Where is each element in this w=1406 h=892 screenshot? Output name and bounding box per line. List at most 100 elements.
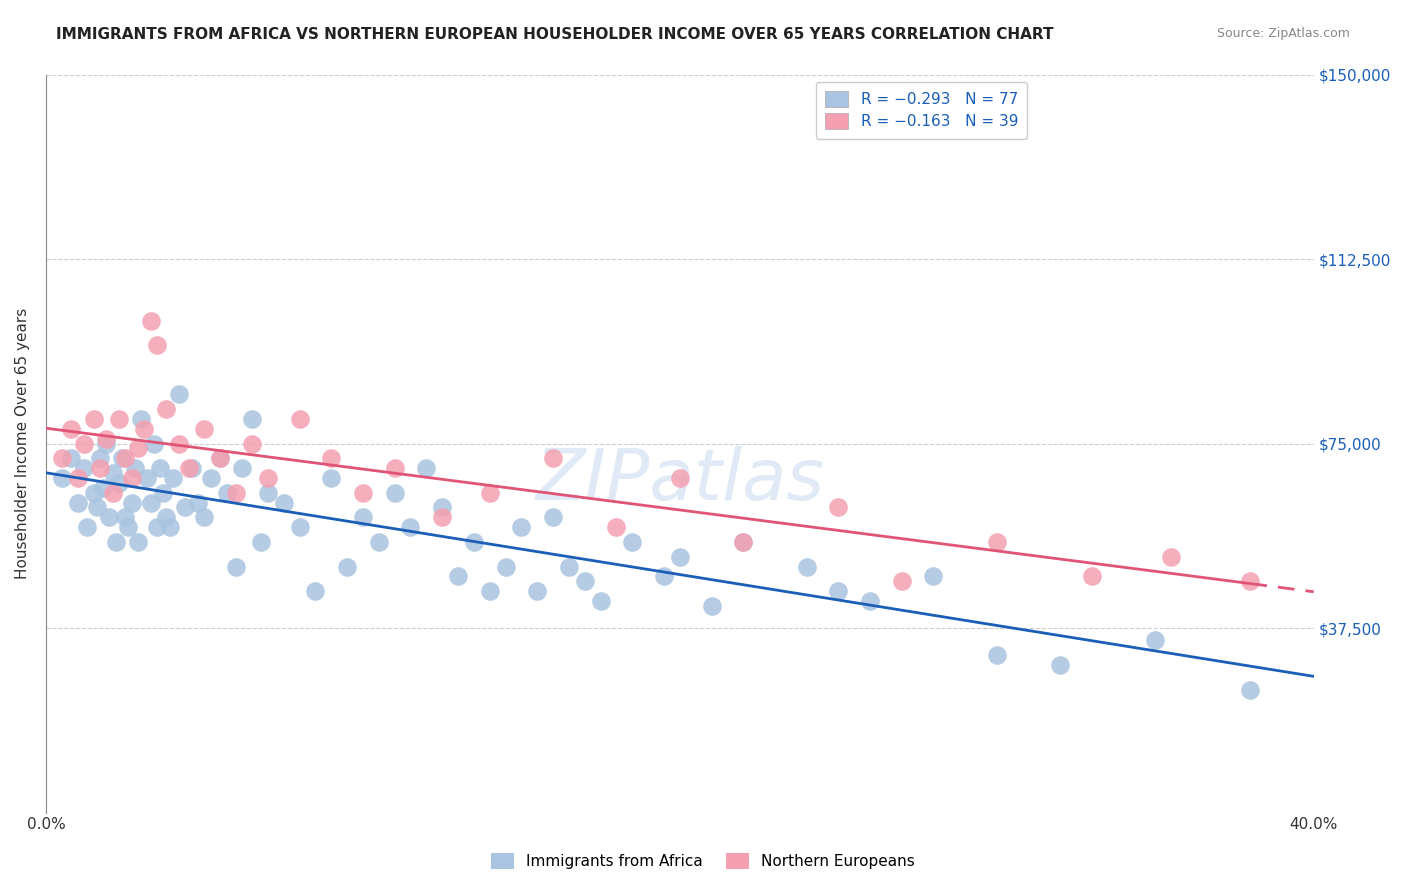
Point	[51, 471, 73, 485]
Point	[209, 451, 232, 466]
Point	[447, 569, 470, 583]
Point	[321, 451, 343, 466]
Point	[240, 436, 263, 450]
Point	[174, 500, 197, 515]
Point	[149, 461, 172, 475]
Point	[1160, 549, 1182, 564]
Point	[288, 520, 311, 534]
Point	[304, 584, 326, 599]
Point	[159, 520, 181, 534]
Point	[129, 412, 152, 426]
Point	[60, 422, 83, 436]
Point	[117, 520, 139, 534]
Point	[384, 461, 406, 475]
Point	[384, 485, 406, 500]
Point	[399, 520, 422, 534]
Point	[415, 461, 437, 475]
Point	[215, 485, 238, 500]
Point	[146, 520, 169, 534]
Point	[495, 559, 517, 574]
Point	[121, 471, 143, 485]
Point	[1049, 657, 1071, 672]
Point	[134, 422, 156, 436]
Point	[621, 535, 644, 549]
Point	[162, 471, 184, 485]
Point	[66, 471, 89, 485]
Point	[827, 584, 849, 599]
Point	[733, 535, 755, 549]
Point	[288, 412, 311, 426]
Point	[209, 451, 232, 466]
Point	[605, 520, 627, 534]
Point	[60, 451, 83, 466]
Point	[250, 535, 273, 549]
Point	[139, 495, 162, 509]
Point	[541, 510, 564, 524]
Point	[669, 549, 692, 564]
Point	[430, 510, 453, 524]
Point	[142, 436, 165, 450]
Point	[225, 559, 247, 574]
Point	[108, 475, 131, 490]
Point	[136, 471, 159, 485]
Point	[76, 520, 98, 534]
Point	[139, 313, 162, 327]
Legend: R = −0.293   N = 77, R = −0.163   N = 39: R = −0.293 N = 77, R = −0.163 N = 39	[817, 82, 1028, 138]
Point	[574, 574, 596, 589]
Point	[336, 559, 359, 574]
Point	[111, 451, 134, 466]
Point	[890, 574, 912, 589]
Point	[73, 436, 96, 450]
Point	[96, 432, 118, 446]
Point	[180, 461, 202, 475]
Point	[193, 422, 215, 436]
Point	[108, 412, 131, 426]
Point	[231, 461, 253, 475]
Point	[352, 510, 374, 524]
Point	[430, 500, 453, 515]
Point	[89, 451, 111, 466]
Point	[155, 402, 177, 417]
Point	[187, 495, 209, 509]
Point	[541, 451, 564, 466]
Point	[256, 471, 278, 485]
Point	[1239, 574, 1261, 589]
Point	[352, 485, 374, 500]
Point	[796, 559, 818, 574]
Point	[73, 461, 96, 475]
Point	[91, 481, 114, 495]
Point	[463, 535, 485, 549]
Point	[86, 500, 108, 515]
Point	[1239, 682, 1261, 697]
Point	[155, 510, 177, 524]
Point	[96, 436, 118, 450]
Y-axis label: Householder Income Over 65 years: Householder Income Over 65 years	[15, 308, 30, 579]
Point	[558, 559, 581, 574]
Point	[321, 471, 343, 485]
Point	[652, 569, 675, 583]
Text: Source: ZipAtlas.com: Source: ZipAtlas.com	[1216, 27, 1350, 40]
Point	[733, 535, 755, 549]
Point	[225, 485, 247, 500]
Point	[922, 569, 945, 583]
Point	[510, 520, 533, 534]
Text: IMMIGRANTS FROM AFRICA VS NORTHERN EUROPEAN HOUSEHOLDER INCOME OVER 65 YEARS COR: IMMIGRANTS FROM AFRICA VS NORTHERN EUROP…	[56, 27, 1053, 42]
Point	[146, 338, 169, 352]
Point	[256, 485, 278, 500]
Point	[859, 594, 882, 608]
Point	[83, 412, 105, 426]
Point	[101, 466, 124, 480]
Point	[478, 485, 501, 500]
Point	[986, 535, 1008, 549]
Point	[89, 461, 111, 475]
Point	[273, 495, 295, 509]
Point	[200, 471, 222, 485]
Point	[478, 584, 501, 599]
Point	[83, 485, 105, 500]
Point	[124, 461, 146, 475]
Text: ZIPatlas: ZIPatlas	[536, 446, 824, 515]
Point	[367, 535, 389, 549]
Point	[827, 500, 849, 515]
Point	[127, 442, 149, 456]
Point	[152, 485, 174, 500]
